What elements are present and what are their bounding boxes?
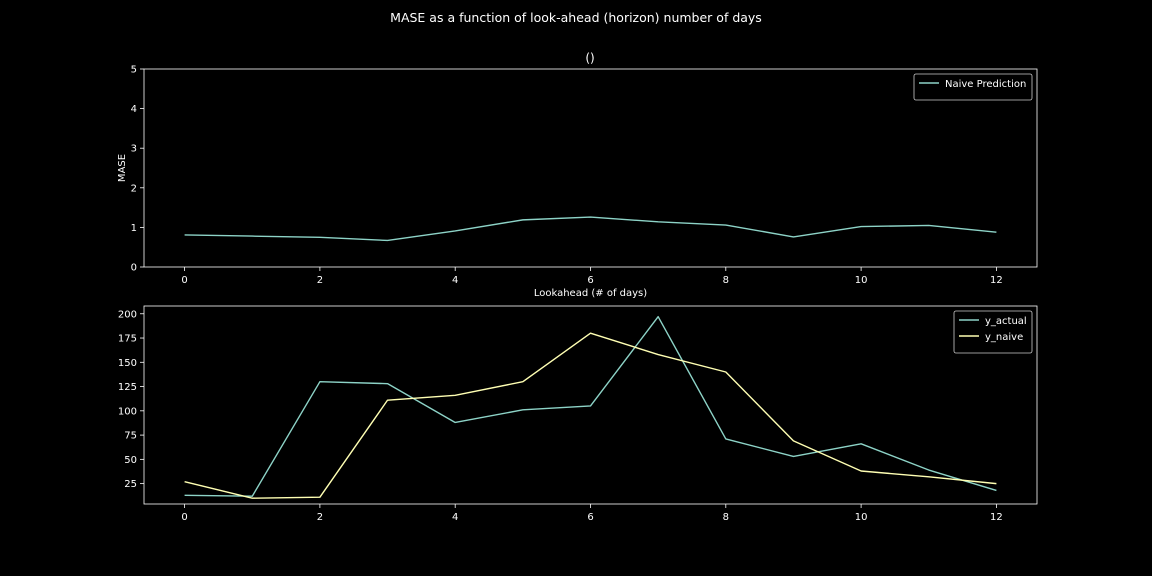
y-tick-label: 125: [118, 382, 137, 393]
x-tick-label: 6: [587, 275, 593, 286]
y-tick-label: 100: [118, 406, 137, 417]
y-tick-label: 1: [131, 223, 137, 234]
x-tick-label: 4: [452, 512, 458, 523]
x-tick-label: 0: [181, 275, 187, 286]
actual-vs-naive-chart: 0 2 4 6 8 10 12 25 50 75 100 125 150 175 200 y_actual y_…: [118, 305, 1038, 523]
y-tick-label: 2: [131, 183, 137, 194]
legend-label: y_naive: [985, 332, 1023, 343]
y-tick-label: 3: [131, 144, 137, 155]
x-tick-label: 0: [181, 512, 187, 523]
chart-marks: 0 2 4 6 8 10 12 25 50 75 100 125 150 175 200 y_actual y_…: [118, 309, 1033, 523]
legend-label: Naive Prediction: [945, 79, 1026, 90]
y-axis-label: MASE: [117, 154, 128, 182]
series-line-y-naive: [184, 332, 997, 499]
x-tick-label: 8: [723, 275, 729, 286]
x-tick-label: 2: [317, 275, 323, 286]
x-tick-label: 8: [723, 512, 729, 523]
y-tick-label: 0: [131, 263, 137, 274]
y-tick-label: 5: [131, 65, 137, 76]
y-tick-label: 75: [124, 431, 137, 442]
x-tick-label: 6: [587, 512, 593, 523]
y-tick-label: 50: [124, 455, 137, 466]
plot-frame: [143, 68, 1038, 268]
x-tick-label: 10: [855, 275, 868, 286]
mase-chart: () Lookahead (# of days) MASE 0 2 4 6 8 10 120…: [117, 51, 1038, 299]
x-tick-label: 10: [855, 512, 868, 523]
series-line-naive-prediction: [184, 216, 997, 242]
x-tick-label: 2: [317, 512, 323, 523]
chart-title: (): [585, 51, 594, 65]
x-tick-label: 12: [990, 275, 1003, 286]
figure-title: MASE as a function of look-ahead (horizo…: [390, 10, 762, 25]
legend-box: [953, 310, 1033, 354]
y-tick-label: 175: [118, 334, 137, 345]
x-tick-label: 4: [452, 275, 458, 286]
legend-label: y_actual: [985, 316, 1027, 327]
series-line-y-actual: [184, 315, 997, 497]
x-axis-label: Lookahead (# of days): [534, 288, 647, 299]
legend-box: [913, 73, 1033, 101]
y-tick-label: 200: [118, 309, 137, 320]
y-tick-label: 4: [131, 104, 137, 115]
x-tick-label: 12: [990, 512, 1003, 523]
y-tick-label: 25: [124, 479, 137, 490]
y-tick-label: 150: [118, 358, 137, 369]
